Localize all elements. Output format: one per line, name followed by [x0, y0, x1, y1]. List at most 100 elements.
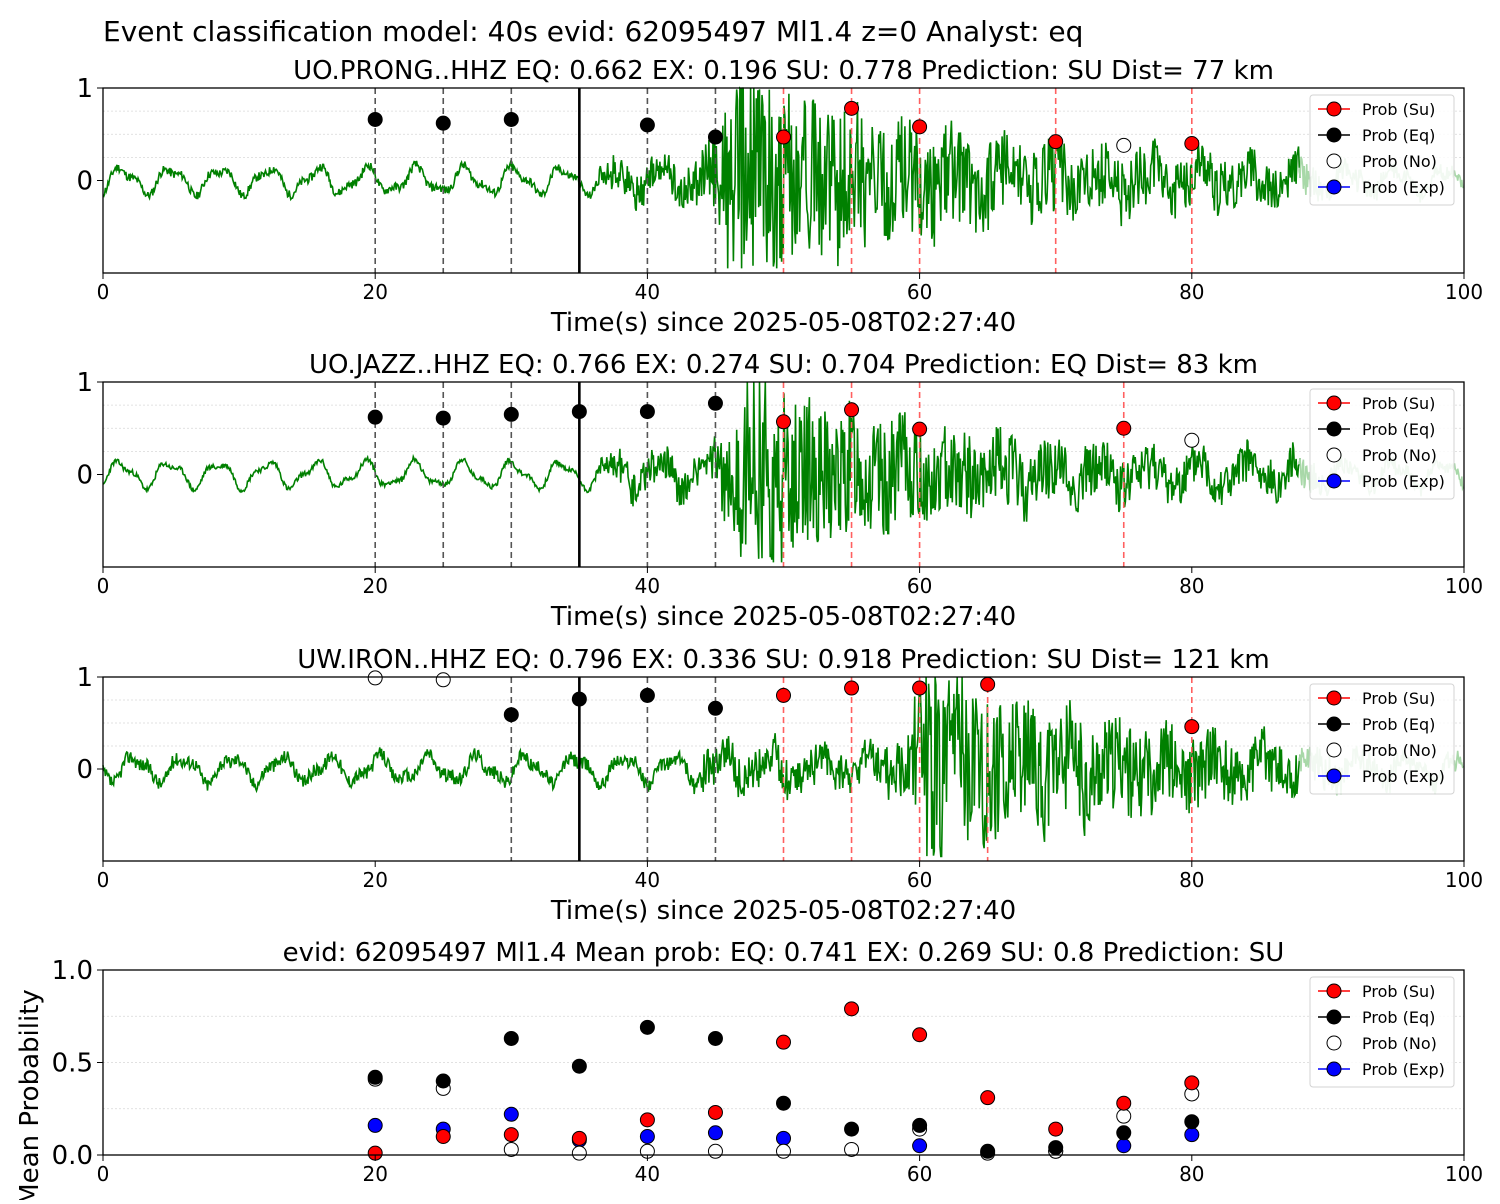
- panels: UO.PRONG..HHZ EQ: 0.662 EX: 0.196 SU: 0.…: [15, 56, 1483, 1204]
- mean-prob-point-exp: [776, 1130, 791, 1146]
- x-axis-label: Time(s) since 2025-05-08T02:27:40: [550, 602, 1016, 632]
- legend-marker-eq: [1326, 127, 1342, 143]
- prob-point-eq: [571, 691, 587, 707]
- panel-2: UO.JAZZ..HHZ EQ: 0.766 EX: 0.274 SU: 0.7…: [76, 350, 1483, 632]
- prob-point-eq: [571, 404, 587, 420]
- prob-point-eq: [503, 406, 519, 422]
- mean-prob-point-eq: [844, 1121, 860, 1137]
- legend-label-exp: Prob (Exp): [1362, 178, 1445, 197]
- panel-title: UO.PRONG..HHZ EQ: 0.662 EX: 0.196 SU: 0.…: [293, 56, 1274, 86]
- legend-label-su: Prob (Su): [1362, 689, 1435, 708]
- x-tick-label: 80: [1179, 280, 1204, 304]
- x-axis-label: Time(s) since 2025-05-08T02:27:40: [550, 896, 1016, 926]
- x-tick-label: 40: [635, 1162, 660, 1186]
- legend-label-exp: Prob (Exp): [1362, 472, 1445, 491]
- axes-frame: [102, 87, 1465, 274]
- legend-label-su: Prob (Su): [1362, 982, 1435, 1001]
- prob-point-eq: [435, 115, 451, 131]
- legend-marker-eq: [1326, 421, 1342, 437]
- x-tick-label: 100: [1445, 868, 1483, 892]
- mean-prob-point-su: [1116, 1095, 1132, 1111]
- mean-prob-point-exp: [912, 1138, 928, 1154]
- legend-marker-eq: [1326, 1009, 1342, 1025]
- panel-title: UO.JAZZ..HHZ EQ: 0.766 EX: 0.274 SU: 0.7…: [309, 350, 1258, 380]
- x-tick-label: 60: [907, 868, 932, 892]
- prob-point-su: [776, 687, 791, 703]
- legend-box: [1309, 94, 1455, 206]
- legend-label-eq: Prob (Eq): [1362, 126, 1435, 145]
- x-tick-label: 0: [97, 868, 110, 892]
- mean-prob-point-su: [980, 1090, 996, 1106]
- mean-prob-point-exp: [1184, 1127, 1200, 1143]
- x-tick-label: 40: [635, 574, 660, 598]
- legend-marker-su: [1326, 101, 1342, 117]
- legend-label-no: Prob (No): [1362, 446, 1437, 465]
- mean-prob-point-eq: [503, 1030, 519, 1046]
- mean-prob-point-eq: [912, 1117, 928, 1133]
- legend-marker-exp: [1326, 768, 1342, 784]
- x-tick-label: 40: [635, 868, 660, 892]
- x-tick-label: 60: [907, 280, 932, 304]
- x-tick-label: 0: [97, 574, 110, 598]
- mean-prob-point-su: [435, 1129, 451, 1144]
- legend-label-exp: Prob (Exp): [1362, 767, 1445, 786]
- legend-marker-exp: [1326, 179, 1342, 195]
- prob-point-su: [912, 421, 928, 437]
- y-tick-label: 1.0: [52, 956, 93, 986]
- x-tick-label: 0: [97, 280, 110, 304]
- legend-marker-no: [1326, 742, 1342, 758]
- prob-point-no: [1116, 137, 1132, 153]
- legend-label-eq: Prob (Eq): [1362, 420, 1435, 439]
- mean-prob-point-eq: [639, 1019, 655, 1035]
- mean-prob-point-su: [776, 1034, 791, 1050]
- mean-prob-point-su: [571, 1130, 587, 1146]
- axes-frame: [102, 381, 1465, 568]
- prob-point-su: [776, 129, 791, 145]
- y-tick-label: 0: [76, 755, 93, 785]
- x-tick-label: 20: [362, 868, 387, 892]
- x-tick-label: 20: [362, 574, 387, 598]
- legend-label-no: Prob (No): [1362, 1034, 1437, 1053]
- legend-label-exp: Prob (Exp): [1362, 1060, 1445, 1079]
- mean-prob-point-su: [912, 1027, 928, 1043]
- mean-prob-point-no: [844, 1141, 860, 1157]
- prob-point-su: [844, 680, 860, 696]
- prob-point-su: [1184, 136, 1200, 151]
- x-tick-label: 20: [362, 1162, 387, 1186]
- panel-title: UW.IRON..HHZ EQ: 0.796 EX: 0.336 SU: 0.9…: [297, 645, 1270, 675]
- mean-prob-point-su: [639, 1112, 655, 1128]
- mean-prob-point-exp: [1116, 1138, 1132, 1154]
- legend-marker-no: [1326, 447, 1342, 463]
- panel-1: UO.PRONG..HHZ EQ: 0.662 EX: 0.196 SU: 0.…: [76, 56, 1483, 338]
- prob-point-su: [1184, 719, 1200, 735]
- legend-marker-no: [1326, 153, 1342, 169]
- legend-marker-exp: [1326, 473, 1342, 489]
- prob-point-su: [980, 676, 996, 692]
- mean-prob-point-su: [1048, 1121, 1064, 1137]
- y-tick-label: 0.0: [52, 1141, 93, 1171]
- x-tick-label: 20: [362, 280, 387, 304]
- mean-prob-point-exp: [707, 1125, 723, 1141]
- mean-prob-point-su: [844, 1001, 860, 1017]
- waveform-trace: [102, 86, 1301, 269]
- mean-prob-point-eq: [707, 1030, 723, 1046]
- x-tick-label: 100: [1445, 574, 1483, 598]
- mean-prob-point-eq: [980, 1143, 996, 1159]
- mean-prob-point-eq: [1184, 1114, 1200, 1130]
- legend-marker-exp: [1326, 1061, 1342, 1077]
- mean-prob-point-no: [707, 1143, 723, 1159]
- prob-point-su: [1048, 134, 1064, 150]
- prob-point-su: [912, 680, 928, 696]
- x-axis-label: Time(s) since 2025-05-08T02:27:40: [550, 308, 1016, 338]
- mean-prob-point-no: [1116, 1108, 1132, 1124]
- x-tick-label: 100: [1445, 1162, 1483, 1186]
- y-tick-label: 1: [76, 368, 93, 398]
- mean-prob-point-exp: [367, 1117, 383, 1133]
- legend-label-su: Prob (Su): [1362, 100, 1435, 119]
- legend-box: [1309, 976, 1455, 1088]
- mean-prob-point-no: [571, 1145, 587, 1161]
- mean-prob-point-exp: [639, 1129, 655, 1144]
- prob-point-eq: [367, 409, 383, 425]
- mean-prob-point-eq: [1116, 1125, 1132, 1141]
